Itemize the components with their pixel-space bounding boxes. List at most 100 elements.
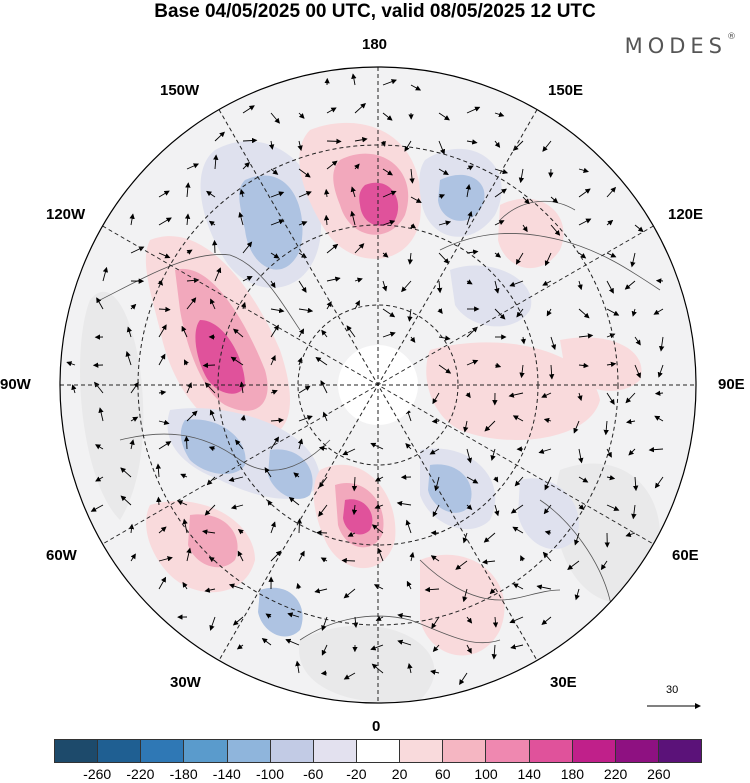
anomaly-blob <box>195 320 245 394</box>
wind-arrow <box>520 555 526 562</box>
wind-arrow <box>603 420 609 436</box>
anomaly-shading <box>80 122 661 703</box>
wind-arrow <box>324 188 330 198</box>
wind-arrow <box>298 280 307 293</box>
wind-arrow <box>293 472 300 478</box>
wind-arrow <box>235 439 244 450</box>
lat-lon-grid <box>60 67 696 703</box>
wind-arrow <box>512 526 524 534</box>
wind-arrow <box>550 224 561 236</box>
wind-arrow <box>494 362 502 368</box>
wind-arrow <box>396 500 412 507</box>
wind-arrow <box>624 280 636 290</box>
wind-arrow <box>270 191 285 198</box>
colorbar-swatch <box>486 740 530 762</box>
wind-arrow <box>71 384 77 394</box>
wind-arrow <box>354 277 363 283</box>
colorbar <box>54 739 702 763</box>
wind-arrow <box>102 266 109 282</box>
wind-arrow <box>296 518 303 534</box>
wind-arrow <box>462 588 468 603</box>
wind-arrow <box>298 307 314 314</box>
wind-arrow <box>494 111 505 117</box>
wind-arrow <box>230 356 244 366</box>
colorbar-tick-label: -20 <box>346 766 367 782</box>
wind-arrow <box>600 560 608 571</box>
wind-arrow <box>438 335 451 341</box>
wind-arrow <box>120 467 132 478</box>
wind-arrow <box>232 616 244 626</box>
modes-logo: MODES® <box>625 32 736 58</box>
wind-arrow <box>98 407 104 422</box>
wind-arrow <box>230 504 244 510</box>
wind-arrow <box>326 243 339 254</box>
wind-arrow <box>382 79 397 86</box>
wind-arrow <box>438 364 452 374</box>
wind-arrow <box>438 220 452 226</box>
wind-arrow <box>625 392 636 404</box>
wind-arrow <box>606 392 615 405</box>
anomaly-blob <box>428 464 472 513</box>
wind-arrow <box>578 448 584 464</box>
wind-arrow <box>567 560 580 570</box>
wind-arrow <box>270 307 285 314</box>
wind-arrow <box>296 582 302 590</box>
wind-arrow <box>465 184 471 198</box>
wind-arrow <box>509 280 524 287</box>
wind-arrow <box>371 663 384 674</box>
wind-arrow <box>490 448 496 461</box>
wind-arrow <box>430 669 440 675</box>
wind-arrow <box>538 448 552 454</box>
lon-label-180: 180 <box>362 36 388 53</box>
wind-arrow <box>578 476 589 483</box>
wind-arrow <box>270 521 276 534</box>
wind-arrow <box>375 615 384 621</box>
wind-arrow <box>129 439 135 450</box>
wind-arrow <box>354 137 368 143</box>
wind-arrow <box>155 463 162 478</box>
anomaly-blob <box>80 291 144 520</box>
wind-arrow <box>574 588 580 601</box>
wind-arrow <box>238 211 244 226</box>
wind-arrow <box>208 220 216 227</box>
wind-arrow <box>397 639 412 646</box>
wind-arrow <box>264 467 272 478</box>
wind-arrow <box>510 644 524 650</box>
wind-arrow <box>606 504 620 511</box>
wind-arrow <box>125 351 132 366</box>
wind-arrow <box>431 616 440 629</box>
wind-arrow <box>494 504 500 517</box>
wind-arrow <box>409 336 416 343</box>
wind-arrow <box>466 139 478 145</box>
wind-arrow <box>120 495 132 506</box>
wind-arrow <box>577 392 583 402</box>
wind-arrow <box>370 644 384 651</box>
wind-arrow <box>494 308 506 320</box>
wind-arrow <box>158 556 173 562</box>
wind-arrow <box>382 168 393 176</box>
colorbar-tick-label: -60 <box>303 766 324 782</box>
wind-arrow <box>343 588 356 599</box>
colorbar-swatch <box>313 740 357 762</box>
lon-label-30w: 30W <box>170 674 201 691</box>
wind-arrow <box>515 252 524 265</box>
colorbar-swatch <box>356 740 401 762</box>
wind-arrow <box>508 392 524 398</box>
anomaly-blob <box>560 337 642 391</box>
wind-arrow <box>606 474 616 481</box>
wind-arrow <box>298 191 312 198</box>
wind-arrow <box>237 528 244 535</box>
wind-arrow <box>625 531 636 538</box>
map-title: Base 04/05/2025 00 UTC, valid 08/05/2025… <box>154 1 596 22</box>
colorbar-swatch <box>572 740 616 762</box>
wind-arrow <box>432 644 440 652</box>
wind-arrow <box>405 443 412 450</box>
wind-arrow <box>410 223 417 229</box>
wind-arrow <box>270 436 279 450</box>
wind-arrow <box>158 190 170 198</box>
wind-arrow <box>314 588 328 594</box>
wind-arrow <box>186 249 193 255</box>
wind-arrow <box>181 325 188 338</box>
wind-arrow <box>242 137 258 144</box>
colorbar-swatch <box>98 740 142 762</box>
